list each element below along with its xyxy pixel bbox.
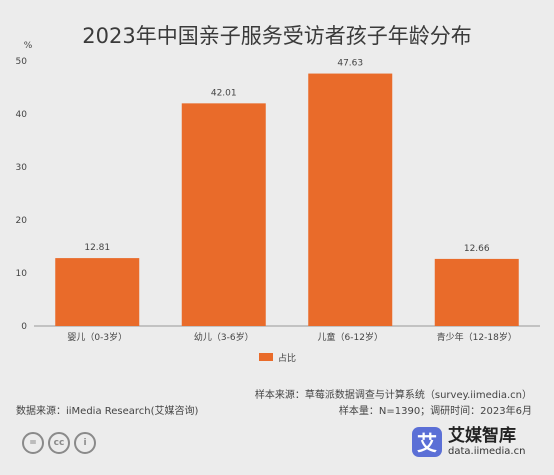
y-tick-label: 0: [21, 322, 27, 332]
x-tick-label: 儿童（6-12岁）: [318, 331, 383, 343]
legend-label: 占比: [278, 352, 296, 364]
x-tick-label: 婴儿（0-3岁）: [67, 331, 127, 343]
bar: [308, 73, 393, 326]
brand-name: 艾媒智库: [448, 426, 516, 446]
data-label: 42.01: [211, 88, 237, 98]
y-tick-label: 10: [16, 269, 28, 279]
brand-logo-icon: 艾: [412, 426, 442, 457]
bar: [55, 258, 140, 326]
data-label: 12.81: [84, 243, 110, 253]
legend-swatch: [259, 353, 273, 361]
sample-size: 样本量：N=1390；调研时间：2023年6月: [338, 406, 532, 417]
bar: [181, 103, 266, 326]
y-tick-label: 30: [16, 163, 28, 173]
license-icons: = cc i: [22, 432, 96, 454]
person-icon: i: [74, 432, 96, 454]
y-tick-label: 40: [16, 110, 28, 120]
x-tick-label: 青少年（12-18岁）: [437, 331, 517, 343]
brand[interactable]: 艾 艾媒智库 data.iimedia.cn: [412, 426, 525, 457]
bar: [434, 258, 519, 326]
equals-icon: =: [22, 432, 44, 454]
cc-icon: cc: [48, 432, 70, 454]
sample-info-block: 样本来源：草莓派数据调查与计算系统（survey.iimedia.cn） 样本量…: [255, 388, 532, 420]
data-label: 47.63: [337, 59, 363, 69]
y-axis-unit: %: [24, 41, 33, 51]
sample-source: 样本来源：草莓派数据调查与计算系统（survey.iimedia.cn）: [254, 390, 532, 401]
y-tick-label: 20: [16, 216, 28, 226]
bar-chart: % 0 10 20 30 40 50 12.81 婴儿（0-3岁） 42.01 幼儿（3-6岁） 47…: [16, 41, 540, 364]
y-tick-label: 50: [16, 57, 28, 67]
chart-title: 2023年中国亲子服务受访者孩子年龄分布: [82, 24, 472, 48]
brand-url: data.iimedia.cn: [448, 446, 526, 457]
data-source: 数据来源：iiMedia Research(艾媒咨询): [16, 406, 199, 417]
x-tick-label: 幼儿（3-6岁）: [194, 331, 254, 343]
data-label: 12.66: [464, 244, 490, 254]
